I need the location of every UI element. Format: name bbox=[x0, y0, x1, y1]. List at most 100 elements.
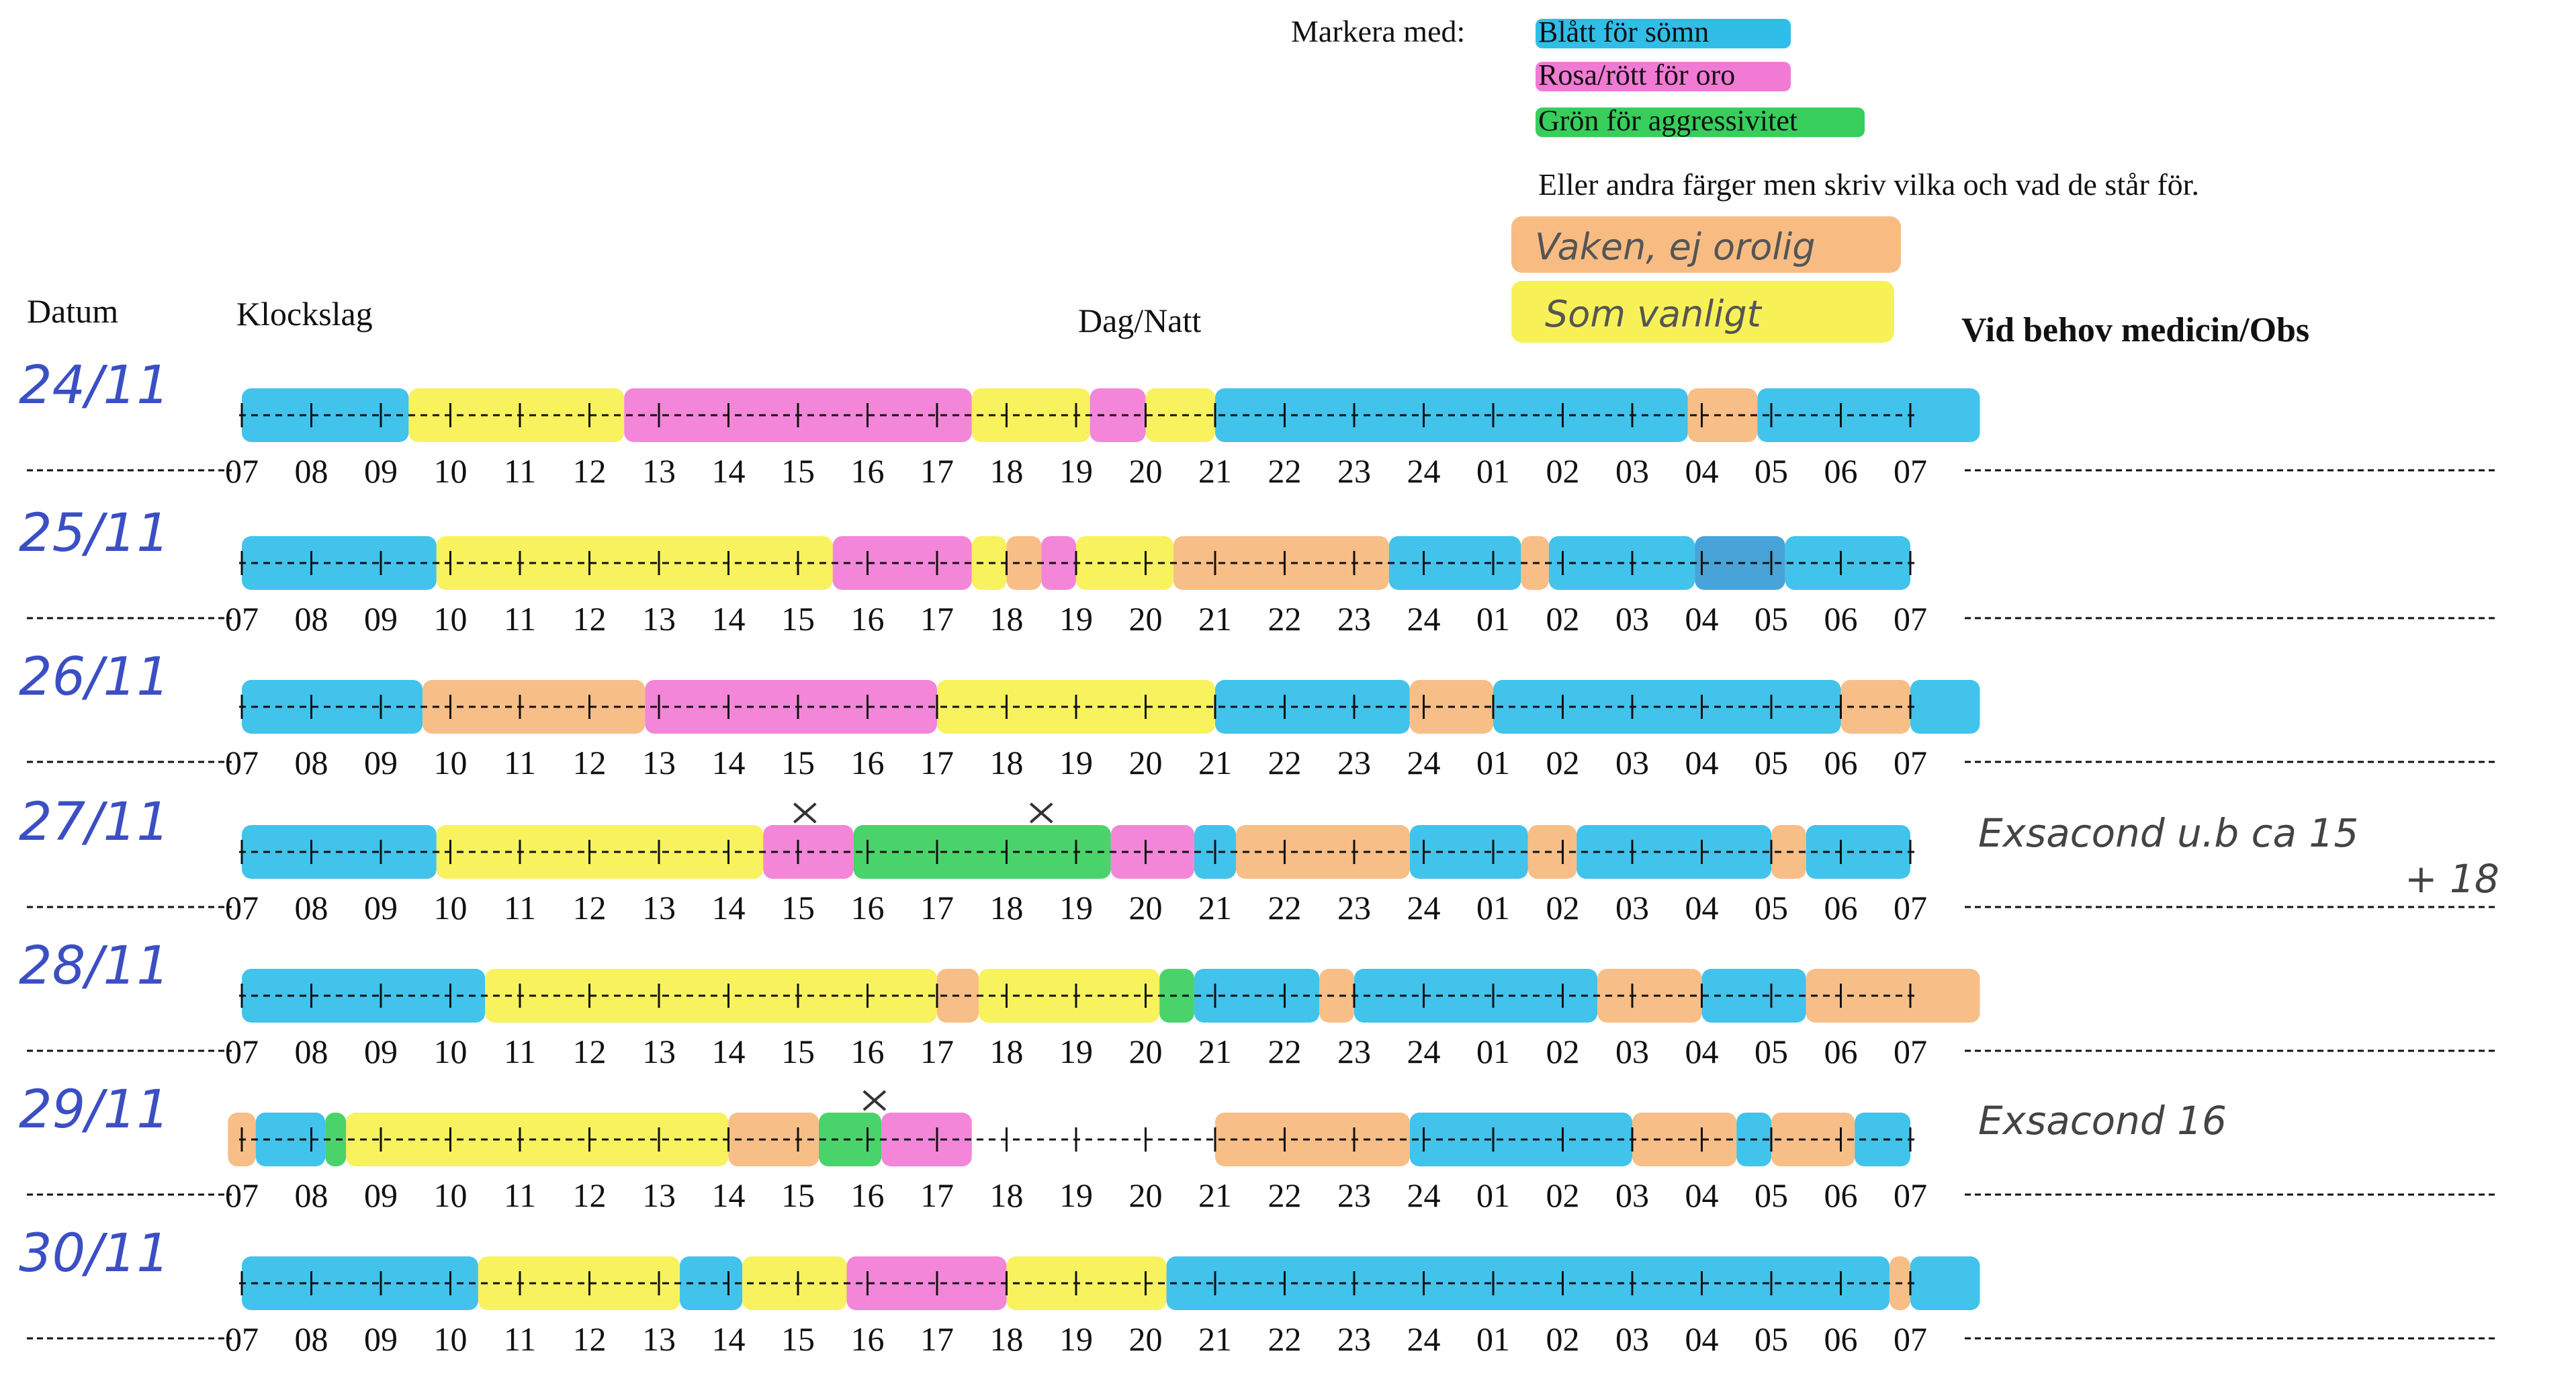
legend: Markera med: Blått för sömn Rosa/rött fö… bbox=[1291, 14, 2199, 343]
hour-label: 05 bbox=[1755, 889, 1788, 927]
day-row: 30/11 07 08 09 10 11 12 13 14 15 16 17 18 19 20 21 22 23 2… bbox=[19, 1223, 2499, 1358]
hour-label: 07 bbox=[1894, 452, 1927, 490]
hour-label: 02 bbox=[1546, 744, 1580, 781]
hour-label: 22 bbox=[1268, 452, 1302, 490]
hour-label: 12 bbox=[573, 600, 607, 638]
highlight-mark-O bbox=[1006, 536, 1042, 590]
highlight-mark-B bbox=[1910, 680, 1980, 734]
legend-swatch-pink bbox=[1536, 62, 1791, 91]
hour-label: 16 bbox=[851, 452, 885, 490]
hour-label: 23 bbox=[1337, 1176, 1371, 1214]
hour-label: 19 bbox=[1059, 744, 1093, 781]
hour-label: 08 bbox=[295, 1176, 328, 1214]
highlight-mark-Y bbox=[346, 1113, 729, 1166]
hour-label: 23 bbox=[1337, 600, 1371, 638]
hour-label: 05 bbox=[1755, 452, 1788, 490]
legend-other-colors-note: Eller andra färger men skriv vilka och v… bbox=[1538, 167, 2199, 202]
cross-mark bbox=[1029, 802, 1053, 824]
hour-label: 21 bbox=[1198, 452, 1232, 490]
hour-label: 11 bbox=[504, 600, 536, 638]
hour-label: 13 bbox=[642, 744, 676, 781]
highlight-mark-B bbox=[1576, 825, 1771, 879]
hour-label: 05 bbox=[1755, 1033, 1788, 1070]
hour-label: 18 bbox=[990, 452, 1024, 490]
hour-label: 01 bbox=[1476, 889, 1510, 927]
hour-label: 03 bbox=[1615, 889, 1649, 927]
hour-label: 11 bbox=[504, 889, 536, 927]
row-date: 28/11 bbox=[19, 936, 170, 996]
hour-label: 08 bbox=[295, 1033, 328, 1070]
hour-label: 24 bbox=[1407, 1033, 1441, 1070]
hour-label: 19 bbox=[1059, 1320, 1093, 1358]
hour-label: 13 bbox=[642, 452, 676, 490]
hour-label: 17 bbox=[920, 1320, 954, 1358]
hour-label: 23 bbox=[1337, 744, 1371, 781]
hour-label: 17 bbox=[920, 1033, 954, 1070]
hour-label: 07 bbox=[225, 600, 259, 638]
highlight-mark-Y bbox=[979, 969, 1160, 1023]
hour-label: 21 bbox=[1198, 889, 1232, 927]
hour-label: 01 bbox=[1476, 1320, 1510, 1358]
highlight-mark-O bbox=[1806, 969, 1980, 1023]
hour-label: 15 bbox=[781, 1033, 815, 1070]
hour-label: 19 bbox=[1059, 1033, 1093, 1070]
hour-label: 12 bbox=[573, 1320, 607, 1358]
hour-label: 22 bbox=[1268, 1176, 1302, 1214]
hour-label: 16 bbox=[851, 1176, 885, 1214]
legend-item-aggression: Grön för aggressivitet bbox=[1538, 104, 1797, 137]
hour-label: 12 bbox=[573, 452, 607, 490]
hour-label: 19 bbox=[1059, 1176, 1093, 1214]
highlight-mark-O bbox=[1687, 388, 1758, 442]
hour-label: 02 bbox=[1546, 889, 1580, 927]
hour-label: 03 bbox=[1615, 600, 1649, 638]
hour-label: 20 bbox=[1129, 600, 1163, 638]
hour-label: 14 bbox=[712, 889, 746, 927]
hour-label: 06 bbox=[1824, 600, 1858, 638]
hour-label: 08 bbox=[295, 889, 328, 927]
highlight-mark-B bbox=[1388, 536, 1521, 590]
hour-label: 07 bbox=[1894, 600, 1927, 638]
hour-label: 20 bbox=[1129, 452, 1163, 490]
highlight-mark-O bbox=[1319, 969, 1354, 1023]
hour-label: 17 bbox=[920, 1176, 954, 1214]
column-headers: Datum Klockslag Dag/Natt Vid behov medic… bbox=[27, 292, 2309, 349]
header-obs: Vid behov medicin/Obs bbox=[1961, 311, 2309, 349]
hour-label: 10 bbox=[434, 600, 468, 638]
hour-label: 06 bbox=[1824, 1033, 1858, 1070]
hour-label: 12 bbox=[573, 744, 607, 781]
hour-label: 03 bbox=[1615, 744, 1649, 781]
hour-label: 12 bbox=[573, 1033, 607, 1070]
highlight-mark-P bbox=[832, 536, 972, 590]
hour-label: 16 bbox=[851, 600, 885, 638]
hour-label: 01 bbox=[1476, 1176, 1510, 1214]
hour-label: 24 bbox=[1407, 1320, 1441, 1358]
hour-label: 03 bbox=[1615, 452, 1649, 490]
hour-label: 24 bbox=[1407, 744, 1441, 781]
hour-label: 05 bbox=[1755, 1176, 1788, 1214]
hour-label: 04 bbox=[1685, 1320, 1719, 1358]
hour-label: 08 bbox=[295, 452, 328, 490]
hour-label: 06 bbox=[1824, 889, 1858, 927]
hour-label: 07 bbox=[225, 744, 259, 781]
row-date: 26/11 bbox=[19, 647, 170, 707]
hour-label: 15 bbox=[781, 889, 815, 927]
hour-label: 10 bbox=[434, 452, 468, 490]
hour-label: 09 bbox=[364, 1176, 398, 1214]
hour-label: 09 bbox=[364, 744, 398, 781]
hour-label: 13 bbox=[642, 600, 676, 638]
obs-note: Exsacond 16 bbox=[1978, 1098, 2227, 1144]
hour-label: 24 bbox=[1407, 889, 1441, 927]
highlight-mark-B bbox=[1855, 1113, 1910, 1166]
hour-label: 05 bbox=[1755, 1320, 1788, 1358]
hour-label: 21 bbox=[1198, 744, 1232, 781]
hour-label: 20 bbox=[1129, 744, 1163, 781]
hour-label: 18 bbox=[990, 600, 1024, 638]
legend-swatch-blue bbox=[1536, 19, 1791, 48]
hour-label: 19 bbox=[1059, 452, 1093, 490]
highlight-mark-G bbox=[325, 1113, 347, 1166]
hour-label: 01 bbox=[1476, 600, 1510, 638]
hour-label: 09 bbox=[364, 1320, 398, 1358]
hour-label: 15 bbox=[781, 452, 815, 490]
header-klockslag: Klockslag bbox=[236, 295, 373, 333]
hour-label: 09 bbox=[364, 889, 398, 927]
